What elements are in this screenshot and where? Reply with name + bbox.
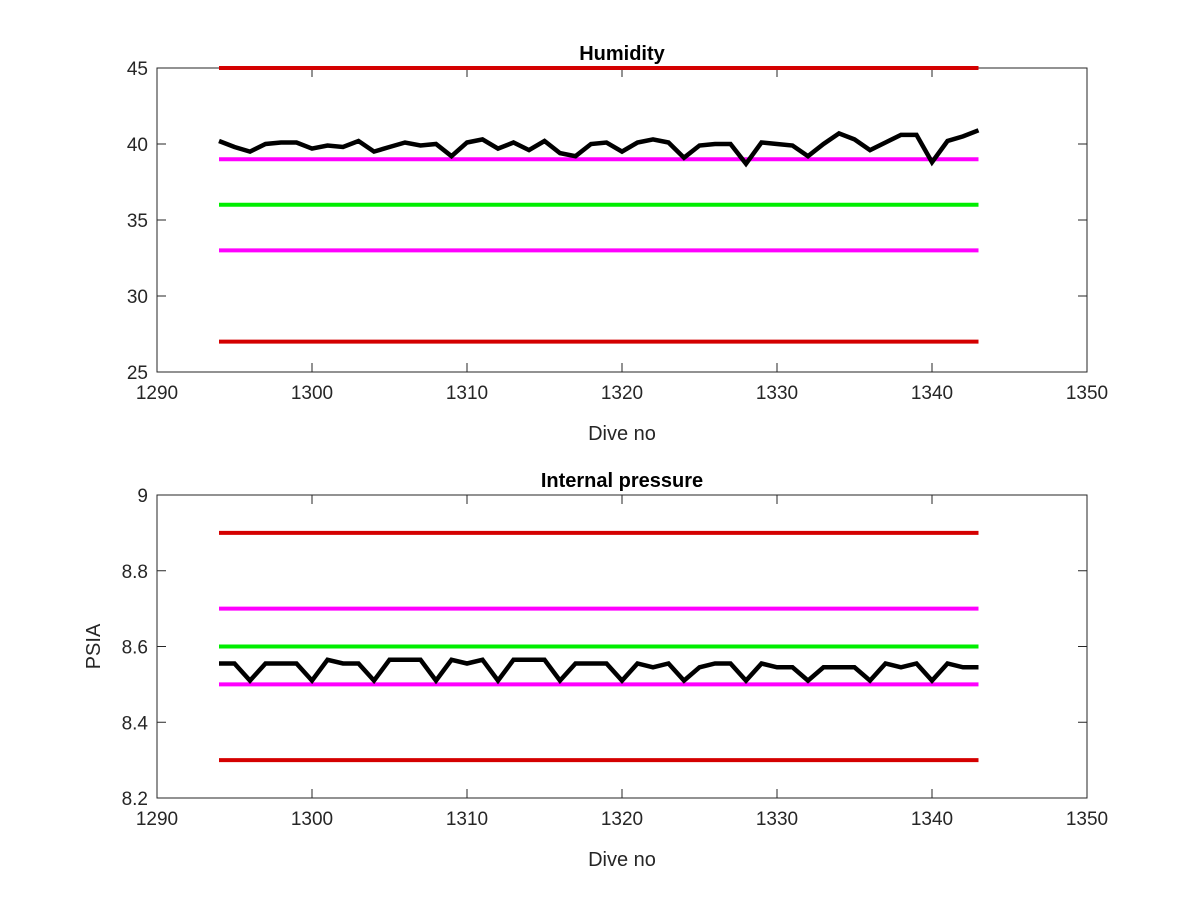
x-axis-label: Dive no [588, 849, 656, 871]
x-tick-label: 1310 [446, 809, 488, 830]
y-tick-label: 45 [127, 59, 148, 80]
data-series-line [218, 128, 980, 168]
plot-area [156, 67, 1088, 373]
x-tick-label: 1330 [756, 383, 798, 404]
y-tick-label: 35 [127, 211, 148, 232]
chart-title: Humidity [579, 43, 665, 65]
x-axis-label: Dive no [588, 423, 656, 445]
y-tick-label: 9 [137, 486, 148, 507]
chart-panel-2: 1290 1300 1310 1320 1330 1340 1350 8.2 8.4 8.6 8.8… [83, 470, 1108, 871]
y-tick-label: 30 [127, 287, 148, 308]
y-tick-label: 8.4 [122, 713, 149, 734]
x-tick-label: 1300 [291, 383, 333, 404]
x-tick-label: 1310 [446, 383, 488, 404]
y-tick-label: 8.6 [122, 638, 148, 659]
x-tick-label: 1350 [1066, 383, 1108, 404]
x-tick-label: 1320 [601, 809, 643, 830]
x-tick-label: 1330 [756, 809, 798, 830]
x-tick-label: 1350 [1066, 809, 1108, 830]
y-axis-label: PSIA [83, 623, 105, 669]
data-series-line [219, 657, 979, 685]
x-tick-label: 1300 [291, 809, 333, 830]
x-tick-label: 1340 [911, 383, 953, 404]
y-tick-label: 8.2 [122, 789, 148, 810]
x-tick-label: 1290 [136, 809, 178, 830]
x-tick-label: 1340 [911, 809, 953, 830]
x-tick-label: 1320 [601, 383, 643, 404]
y-tick-label: 25 [127, 363, 148, 384]
y-tick-label: 8.8 [122, 562, 148, 583]
y-tick-label: 40 [127, 135, 148, 156]
chart-panel-1: 1290 1300 1310 1320 1330 1340 1350 25 30 35 40 45 Hu… [127, 43, 1108, 445]
chart-title: Internal pressure [541, 470, 703, 492]
x-tick-label: 1290 [136, 383, 178, 404]
